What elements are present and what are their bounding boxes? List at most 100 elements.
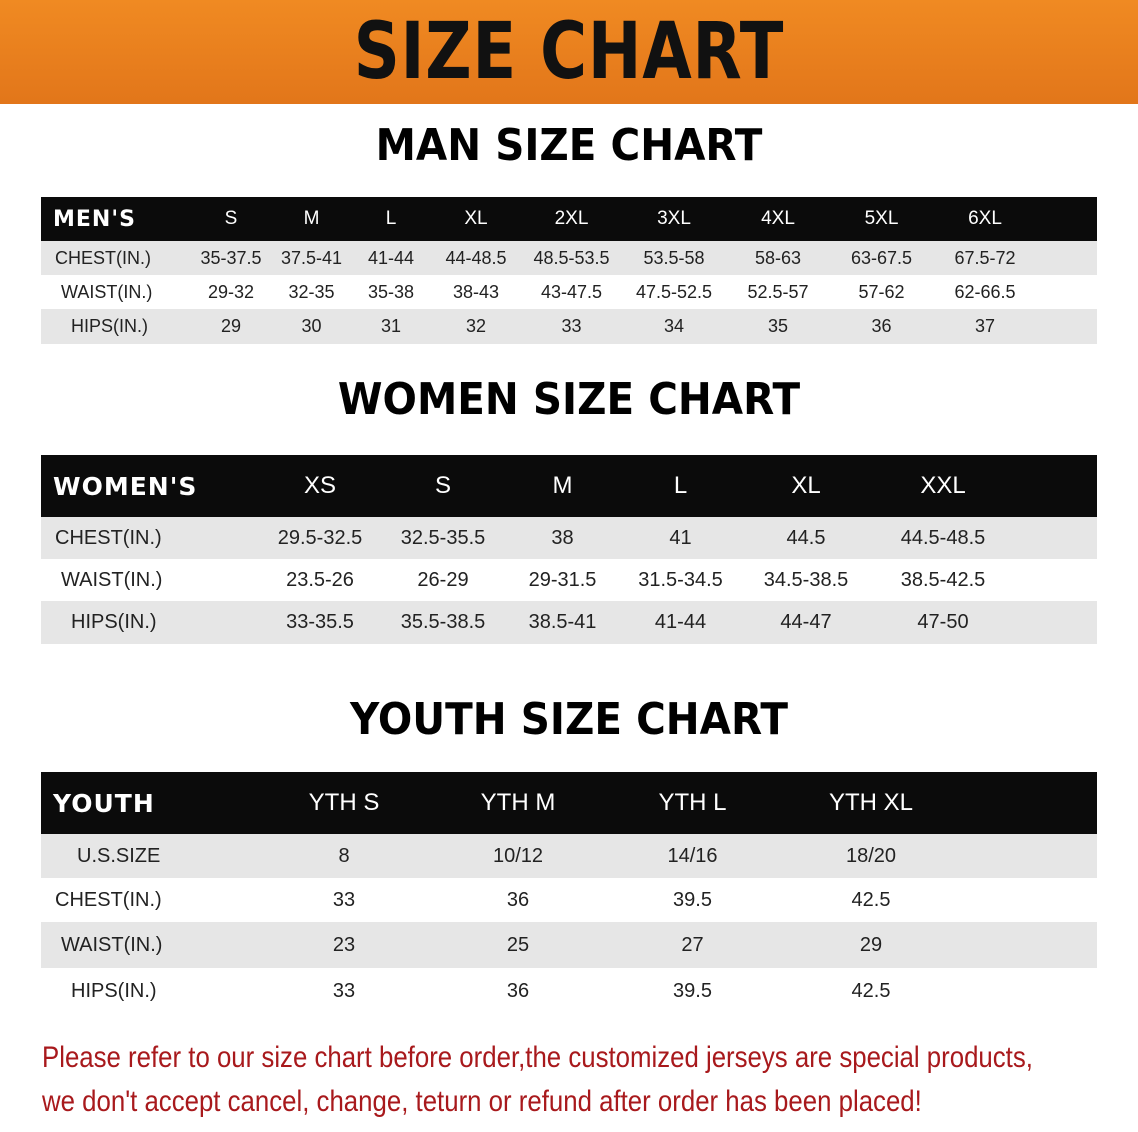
measurement-value: 29 bbox=[780, 922, 962, 968]
measurement-value: 37 bbox=[933, 309, 1037, 344]
size-header: 6XL bbox=[933, 197, 1037, 241]
measurement-value: 35 bbox=[726, 309, 830, 344]
measurement-value: 63-67.5 bbox=[830, 241, 933, 275]
measurement-value: 27 bbox=[605, 922, 780, 968]
size-header: L bbox=[621, 455, 740, 517]
measurement-value: 57-62 bbox=[830, 275, 933, 309]
table-header-row: MEN'S S M L XL 2XL 3XL 4XL 5XL 6XL bbox=[41, 197, 1097, 241]
table-row: HIPS(IN.) 29 30 31 32 33 34 35 36 37 bbox=[41, 309, 1097, 344]
measurement-value: 39.5 bbox=[605, 968, 780, 1014]
table-title-cell: YOUTH bbox=[41, 772, 257, 834]
notice-line: Please refer to our size chart before or… bbox=[42, 1041, 1033, 1074]
empty-cell bbox=[1014, 601, 1097, 644]
measurement-value: 30 bbox=[272, 309, 351, 344]
measurement-value: 44.5-48.5 bbox=[872, 517, 1014, 559]
measurement-value: 41-44 bbox=[621, 601, 740, 644]
measurement-value: 34 bbox=[622, 309, 726, 344]
table-row: WAIST(IN.) 29-32 32-35 35-38 38-43 43-47.5 47.… bbox=[41, 275, 1097, 309]
size-header: YTH XL bbox=[780, 772, 962, 834]
measurement-value: 42.5 bbox=[780, 878, 962, 922]
table-row: CHEST(IN.) 33 36 39.5 42.5 bbox=[41, 878, 1097, 922]
measurement-label: CHEST(IN.) bbox=[41, 241, 190, 275]
measurement-value: 38 bbox=[504, 517, 621, 559]
table-title-cell: MEN'S bbox=[41, 197, 190, 241]
measurement-value: 32-35 bbox=[272, 275, 351, 309]
measurement-label: WAIST(IN.) bbox=[41, 559, 258, 601]
youth-size-table: YOUTH YTH S YTH M YTH L YTH XL U.S.SIZE 8 10/12… bbox=[41, 772, 1097, 1014]
table-row: HIPS(IN.) 33-35.5 35.5-38.5 38.5-41 41-44 44-… bbox=[41, 601, 1097, 644]
size-chart-banner: SIZE CHART bbox=[0, 0, 1138, 104]
empty-cell bbox=[962, 834, 1097, 878]
measurement-value: 14/16 bbox=[605, 834, 780, 878]
measurement-value: 29-31.5 bbox=[504, 559, 621, 601]
table-row: WAIST(IN.) 23 25 27 29 bbox=[41, 922, 1097, 968]
banner-title: SIZE CHART bbox=[353, 7, 785, 97]
measurement-label: HIPS(IN.) bbox=[41, 601, 258, 644]
measurement-value: 29.5-32.5 bbox=[258, 517, 382, 559]
size-header: XS bbox=[258, 455, 382, 517]
empty-cell bbox=[1037, 309, 1097, 344]
size-header: 3XL bbox=[622, 197, 726, 241]
measurement-value: 62-66.5 bbox=[933, 275, 1037, 309]
measurement-value: 38.5-42.5 bbox=[872, 559, 1014, 601]
empty-cell bbox=[1037, 241, 1097, 275]
measurement-value: 33 bbox=[257, 878, 431, 922]
women-section-title: WOMEN SIZE CHART bbox=[337, 374, 801, 425]
measurement-value: 36 bbox=[431, 878, 605, 922]
measurement-label: WAIST(IN.) bbox=[41, 275, 190, 309]
table-row: CHEST(IN.) 35-37.5 37.5-41 41-44 44-48.5 48.5… bbox=[41, 241, 1097, 275]
measurement-value: 41 bbox=[621, 517, 740, 559]
measurement-value: 43-47.5 bbox=[521, 275, 622, 309]
notice-line: we don't accept cancel, change, teturn o… bbox=[42, 1085, 922, 1118]
table-row: CHEST(IN.) 29.5-32.5 32.5-35.5 38 41 44.5 44.5… bbox=[41, 517, 1097, 559]
measurement-label: CHEST(IN.) bbox=[41, 878, 257, 922]
table-title-cell: WOMEN'S bbox=[41, 455, 258, 517]
table-row: U.S.SIZE 8 10/12 14/16 18/20 bbox=[41, 834, 1097, 878]
measurement-value: 44.5 bbox=[740, 517, 872, 559]
empty-cell bbox=[1014, 517, 1097, 559]
measurement-value: 39.5 bbox=[605, 878, 780, 922]
measurement-value: 41-44 bbox=[351, 241, 431, 275]
empty-cell bbox=[962, 922, 1097, 968]
table-row: HIPS(IN.) 33 36 39.5 42.5 bbox=[41, 968, 1097, 1014]
measurement-value: 29-32 bbox=[190, 275, 272, 309]
size-header: L bbox=[351, 197, 431, 241]
measurement-value: 33-35.5 bbox=[258, 601, 382, 644]
measurement-value: 10/12 bbox=[431, 834, 605, 878]
table-header-row: WOMEN'S XS S M L XL XXL bbox=[41, 455, 1097, 517]
measurement-value: 26-29 bbox=[382, 559, 504, 601]
empty-header-cell bbox=[962, 772, 1097, 834]
measurement-value: 44-47 bbox=[740, 601, 872, 644]
measurement-label: HIPS(IN.) bbox=[41, 309, 190, 344]
size-header: YTH M bbox=[431, 772, 605, 834]
youth-section-title: YOUTH SIZE CHART bbox=[350, 694, 788, 745]
size-header: 5XL bbox=[830, 197, 933, 241]
measurement-value: 67.5-72 bbox=[933, 241, 1037, 275]
table-row: WAIST(IN.) 23.5-26 26-29 29-31.5 31.5-34.5 34… bbox=[41, 559, 1097, 601]
men-size-table: MEN'S S M L XL 2XL 3XL 4XL 5XL 6XL CHEST(IN.) 35-37… bbox=[41, 197, 1097, 344]
size-header: S bbox=[190, 197, 272, 241]
measurement-value: 33 bbox=[521, 309, 622, 344]
measurement-value: 53.5-58 bbox=[622, 241, 726, 275]
empty-cell bbox=[1037, 275, 1097, 309]
measurement-value: 34.5-38.5 bbox=[740, 559, 872, 601]
measurement-value: 31 bbox=[351, 309, 431, 344]
measurement-value: 29 bbox=[190, 309, 272, 344]
measurement-value: 47.5-52.5 bbox=[622, 275, 726, 309]
measurement-value: 35.5-38.5 bbox=[382, 601, 504, 644]
size-header: M bbox=[272, 197, 351, 241]
measurement-value: 36 bbox=[830, 309, 933, 344]
size-header: M bbox=[504, 455, 621, 517]
measurement-value: 35-38 bbox=[351, 275, 431, 309]
measurement-value: 47-50 bbox=[872, 601, 1014, 644]
measurement-value: 52.5-57 bbox=[726, 275, 830, 309]
order-notice: Please refer to our size chart before or… bbox=[42, 1036, 1100, 1124]
measurement-label: CHEST(IN.) bbox=[41, 517, 258, 559]
empty-cell bbox=[962, 968, 1097, 1014]
empty-cell bbox=[1014, 559, 1097, 601]
measurement-value: 58-63 bbox=[726, 241, 830, 275]
empty-cell bbox=[962, 878, 1097, 922]
measurement-value: 37.5-41 bbox=[272, 241, 351, 275]
size-header: S bbox=[382, 455, 504, 517]
measurement-label: HIPS(IN.) bbox=[41, 968, 257, 1014]
